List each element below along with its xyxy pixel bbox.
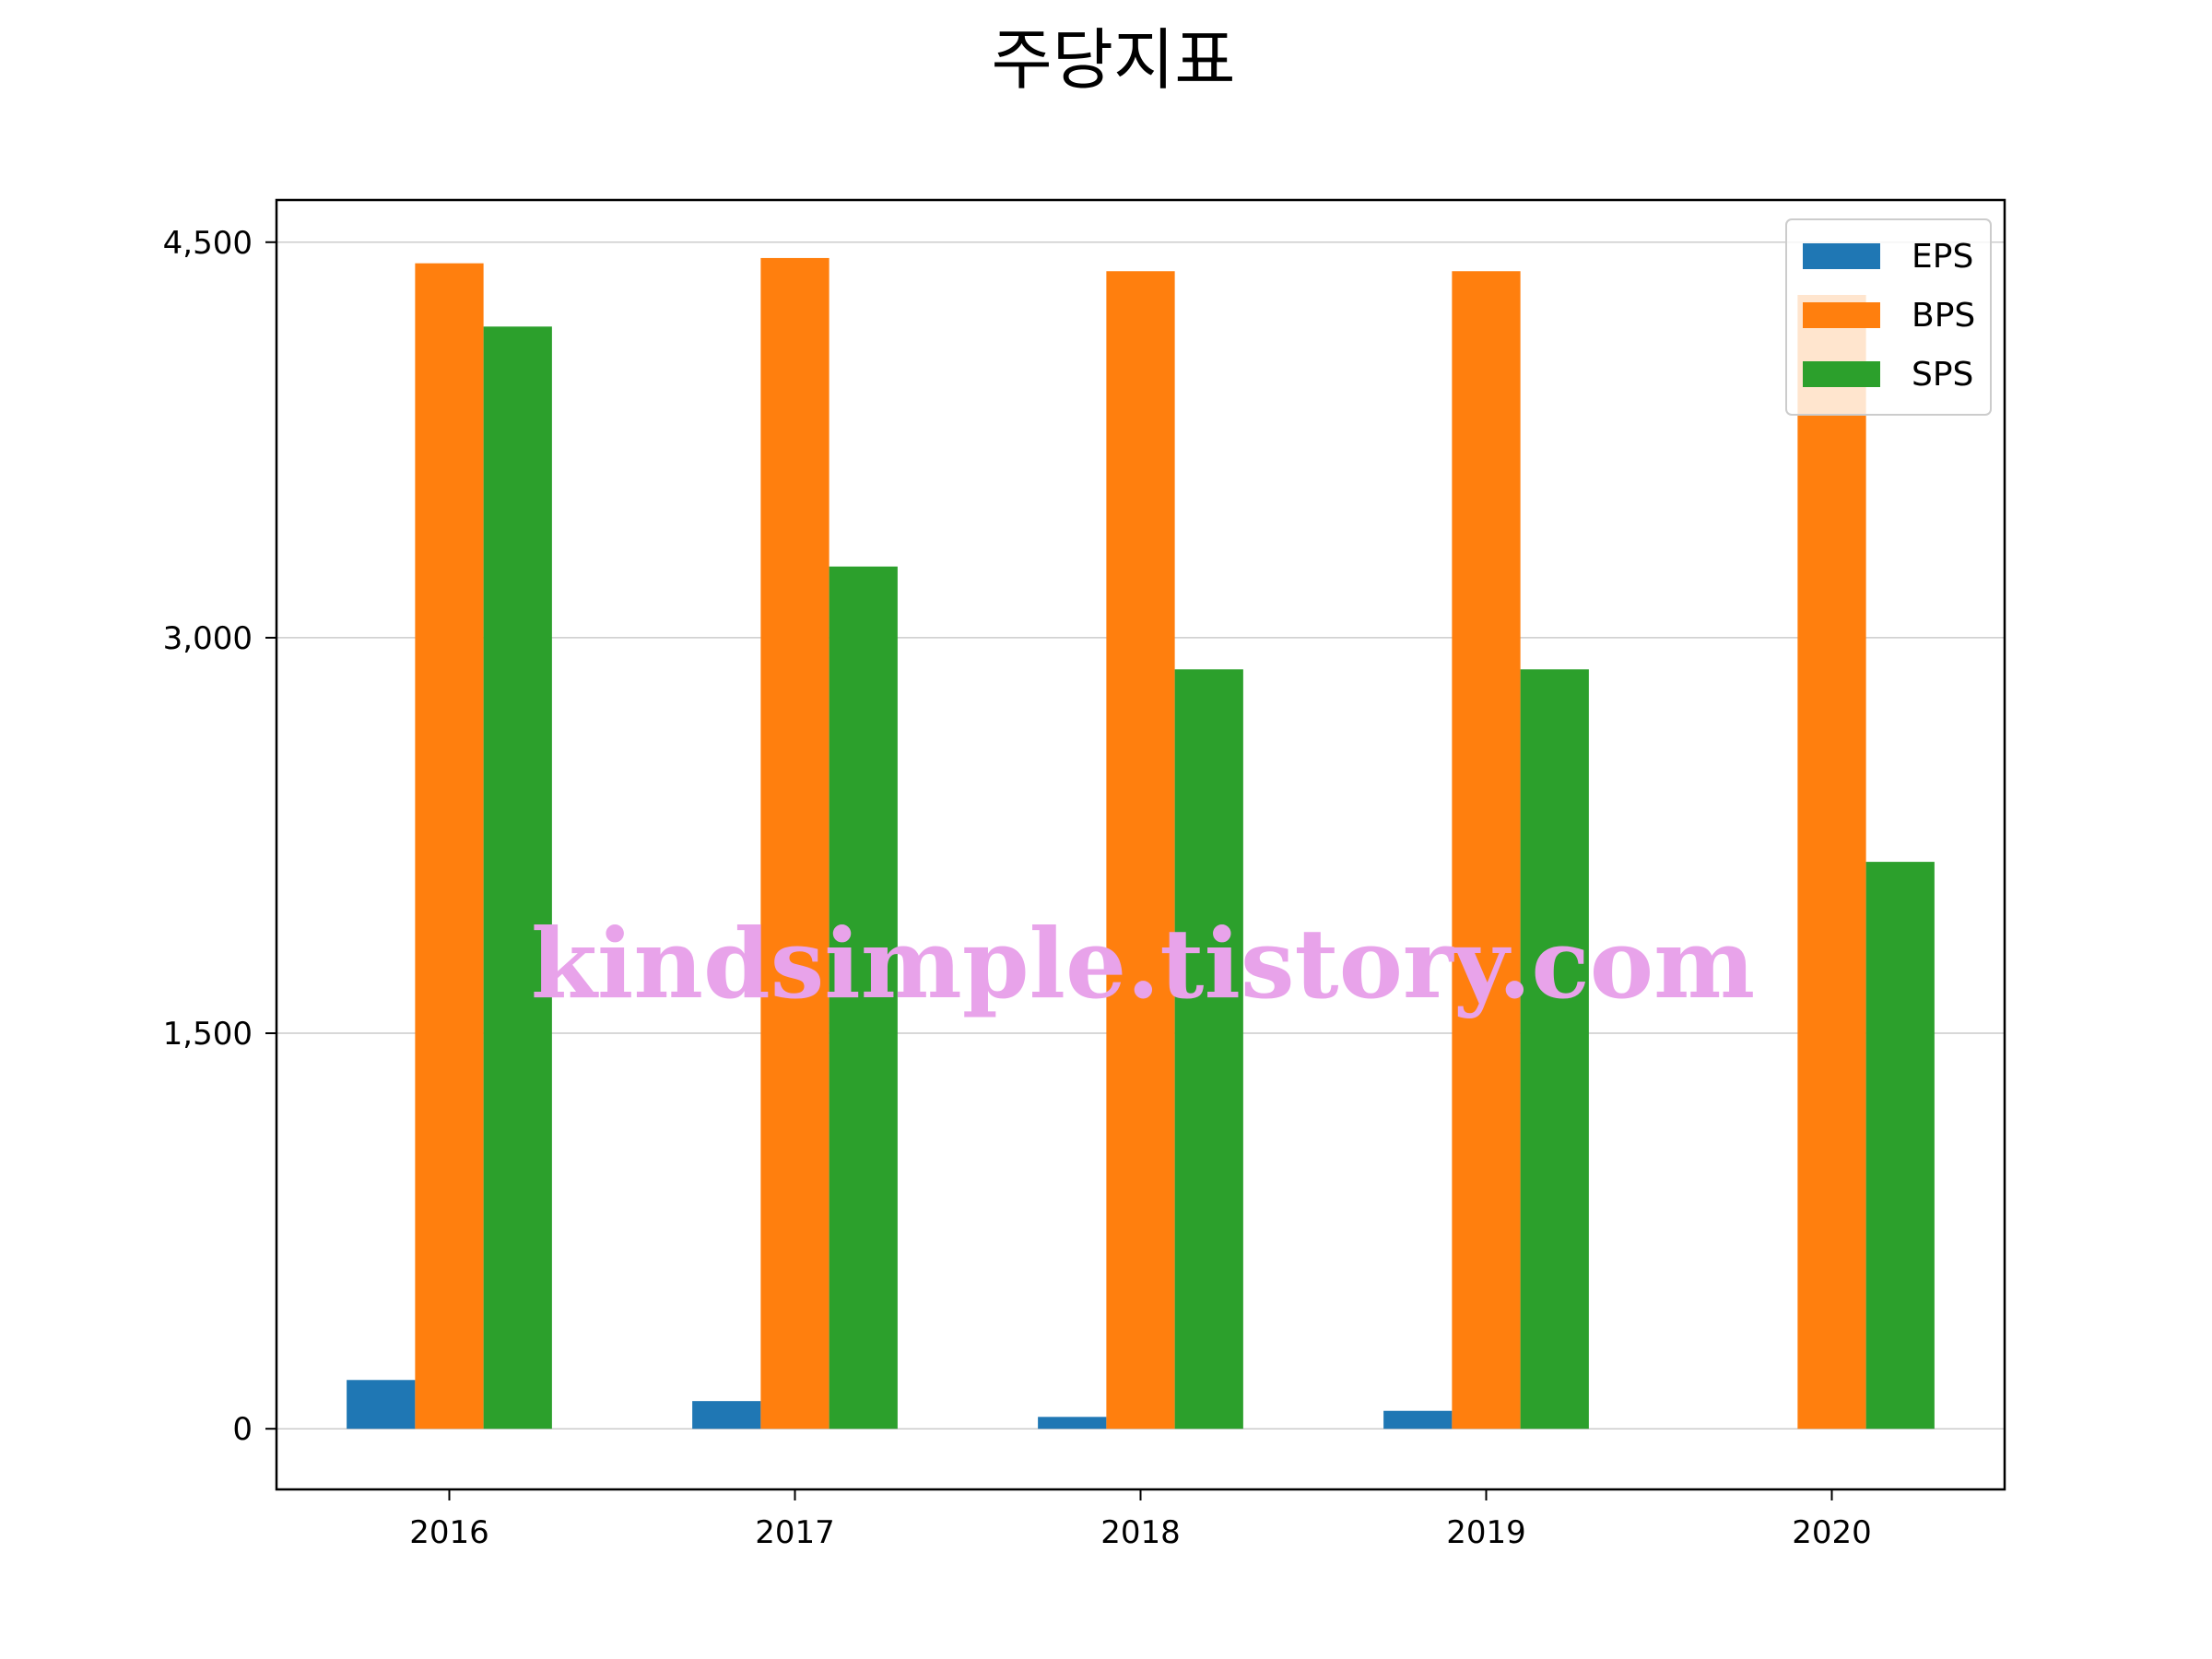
- bar-bps-2017: [760, 257, 830, 1430]
- legend-label-bps: BPS: [1912, 297, 1975, 335]
- bar-bps-2018: [1106, 271, 1175, 1430]
- legend-swatch-bps: [1803, 302, 1880, 328]
- bars: [347, 257, 1935, 1430]
- y-tick-label: 3,000: [163, 620, 253, 657]
- x-tick-label: 2018: [1100, 1514, 1181, 1551]
- bar-eps-2017: [692, 1401, 761, 1430]
- legend-label-eps: EPS: [1912, 238, 1973, 276]
- bar-eps-2018: [1038, 1417, 1107, 1430]
- y-tick-label: 1,500: [163, 1016, 253, 1053]
- bar-sps-2017: [829, 566, 898, 1430]
- chart-title: 주당지표: [992, 21, 1236, 99]
- bar-sps-2018: [1174, 669, 1243, 1430]
- x-tick-label: 2017: [755, 1514, 835, 1551]
- x-tick-label: 2019: [1446, 1514, 1526, 1551]
- y-tick-label: 4,500: [163, 225, 253, 262]
- x-tick-label: 2016: [409, 1514, 489, 1551]
- bar-sps-2020: [1865, 862, 1935, 1430]
- y-tick-label: 0: [232, 1411, 253, 1448]
- watermark: kindsimple.tistory.com: [531, 907, 1755, 1020]
- legend-swatch-eps: [1803, 243, 1880, 269]
- bar-bps-2020: [1797, 294, 1866, 1430]
- legend-swatch-sps: [1803, 361, 1880, 387]
- axes: 0 1,500 3,000 4,500 2016 2017 2018 2019 2020: [163, 225, 1872, 1551]
- x-tick-label: 2020: [1792, 1514, 1872, 1551]
- bar-sps-2016: [483, 326, 552, 1430]
- bar-bps-2016: [415, 263, 484, 1430]
- legend-label-sps: SPS: [1912, 356, 1973, 394]
- bar-eps-2016: [347, 1380, 416, 1430]
- bar-sps-2019: [1520, 669, 1589, 1430]
- bar-bps-2019: [1452, 271, 1521, 1430]
- bar-eps-2019: [1383, 1410, 1453, 1430]
- legend: EPS BPS SPS: [1785, 218, 1992, 416]
